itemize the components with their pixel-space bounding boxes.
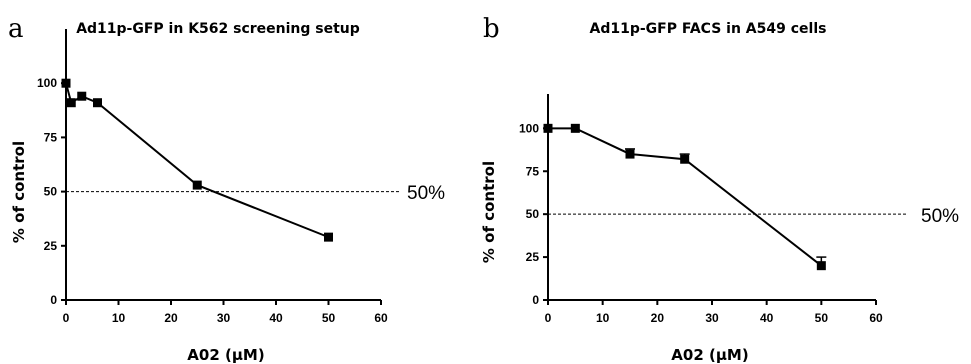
panel-b-x-tick-label: 10 — [596, 311, 610, 325]
panel-a-title: Ad11p-GFP in K562 screening setup — [76, 21, 360, 37]
panel-b-y-tick-label: 0 — [532, 293, 539, 307]
panel-a-y-tick-label: 0 — [50, 293, 57, 307]
panel-b-x-tick-label: 50 — [815, 311, 829, 325]
panel-b-x-axis-label: A02 (µM) — [671, 346, 748, 364]
panel-b-plot: 0 10 20 30 40 50 60 0 25 50 75 100 — [519, 94, 908, 325]
panel-b-y-tick-label: 25 — [526, 250, 540, 264]
panel-b-x-tick-label: 30 — [705, 311, 719, 325]
panel-b-data-point — [816, 261, 826, 271]
panel-b-y-tick-label: 50 — [526, 207, 540, 221]
panel-a-y-tick-label: 25 — [44, 239, 58, 253]
panel-b-y-axis-label: % of control — [480, 161, 498, 263]
panel-b-y-tick-label: 75 — [526, 164, 540, 178]
panel-a-x-tick-label: 40 — [269, 311, 283, 325]
panel-a-y-axis-label: % of control — [10, 141, 28, 243]
panel-a-data-point — [192, 180, 202, 190]
panel-a-x-tick-label: 60 — [374, 311, 388, 325]
panel-a-x-tick-label: 30 — [217, 311, 231, 325]
panel-b-data-point — [680, 154, 690, 164]
panel-a-y-tick-label: 50 — [44, 185, 58, 199]
panel-b-x-tick-label: 40 — [760, 311, 774, 325]
panel-a-x-axis-label: A02 (µM) — [187, 346, 264, 364]
panel-b-x-tick-label: 0 — [545, 311, 552, 325]
panel-a-50-percent-label: 50% — [407, 183, 445, 204]
panel-a-x-tick-label: 50 — [322, 311, 336, 325]
panel-a-plot: 0 10 20 30 40 50 60 0 25 50 75 100 — [37, 29, 400, 325]
panel-b-series-line — [548, 127, 822, 267]
panel-a-x-tick-label: 20 — [164, 311, 178, 325]
panel-b-x-tick-label: 60 — [869, 311, 883, 325]
panel-b-data-point — [570, 123, 580, 133]
panel-a-x-tick-label: 10 — [112, 311, 126, 325]
panel-a-letter: a — [8, 14, 24, 44]
panel-a-data-point — [66, 98, 76, 108]
panel-a-series-line — [65, 82, 329, 239]
panel-a-y-tick-label: 75 — [44, 130, 58, 144]
panel-b-letter: b — [483, 14, 500, 44]
panel-a-x-tick-label: 0 — [63, 311, 70, 325]
panel-b-y-tick-label: 100 — [519, 121, 539, 135]
panel-a-data-point — [77, 91, 87, 101]
panel-b-data-point — [625, 149, 635, 159]
panel-b-50-percent-label: 50% — [921, 206, 959, 227]
panel-a-y-tick-label: 100 — [37, 76, 57, 90]
panel-b-data-point — [543, 123, 553, 133]
panel-b-title: Ad11p-GFP FACS in A549 cells — [590, 21, 827, 37]
panel-a-data-point — [61, 78, 71, 88]
panel-a-data-point — [324, 232, 333, 242]
panel-a-data-point — [93, 98, 102, 108]
panel-b-x-tick-label: 20 — [651, 311, 665, 325]
